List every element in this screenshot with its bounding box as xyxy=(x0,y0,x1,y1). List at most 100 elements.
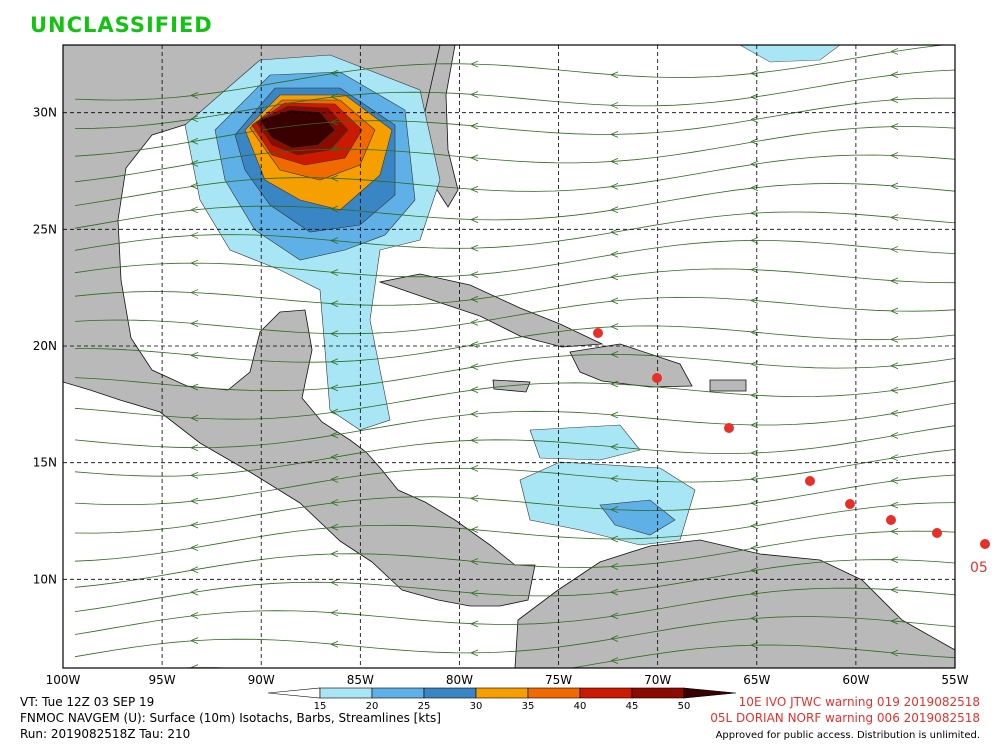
stream-arrow xyxy=(890,277,899,285)
stream-arrow xyxy=(330,358,339,366)
stream-arrow xyxy=(190,259,199,267)
streamline xyxy=(74,449,955,505)
colorbar-label: 40 xyxy=(574,701,587,712)
stream-arrow xyxy=(330,69,339,77)
stream-arrow xyxy=(190,91,199,99)
stream-arrow xyxy=(890,48,899,55)
stream-arrow xyxy=(610,273,619,281)
colorbar-segment xyxy=(423,687,477,699)
stream-arrow xyxy=(750,421,759,429)
stream-arrow xyxy=(610,157,619,165)
stream-arrow xyxy=(190,588,199,596)
colorbar-label: 30 xyxy=(470,701,483,712)
streamlines xyxy=(74,45,955,679)
stream-arrow xyxy=(890,477,899,485)
stream-arrow xyxy=(890,454,899,462)
stream-arrow xyxy=(330,499,339,506)
stream-arrow xyxy=(610,102,619,109)
puerto-rico xyxy=(709,379,747,392)
stream-arrow xyxy=(470,589,479,597)
lat-label: 30N xyxy=(33,106,57,120)
lon-label: 95W xyxy=(149,673,176,687)
map-frame xyxy=(62,44,956,669)
stream-arrow xyxy=(330,145,339,153)
stream-arrow xyxy=(610,506,619,513)
stream-arrow xyxy=(190,414,199,422)
stream-arrow xyxy=(890,123,899,130)
streamline xyxy=(74,616,955,658)
stream-arrow xyxy=(470,244,479,252)
stream-arrow xyxy=(190,612,199,619)
stream-arrow xyxy=(890,617,899,625)
stream-arrow xyxy=(890,246,899,253)
stream-arrow xyxy=(610,443,619,451)
colorbar-low xyxy=(267,687,321,699)
storm-marker xyxy=(980,539,990,549)
streamline xyxy=(74,69,955,129)
stream-arrow xyxy=(190,566,199,574)
stream-arrow xyxy=(470,495,479,502)
streamline xyxy=(74,154,955,206)
colorbar-label: 50 xyxy=(678,701,691,712)
streamline xyxy=(74,353,955,392)
lat-label: 20N xyxy=(33,339,57,353)
stream-arrow xyxy=(470,526,479,534)
streamline xyxy=(74,559,955,612)
stream-arrow xyxy=(470,216,479,223)
stream-arrow xyxy=(330,453,339,461)
stream-arrow xyxy=(890,386,899,394)
isotachs-gulf xyxy=(184,54,441,431)
stream-arrow xyxy=(890,335,899,343)
streamline xyxy=(74,474,955,534)
storm-label: 05 xyxy=(970,560,988,576)
axis-labels: 30N 25N 20N 15N 10N 100W 95W 90W 85W 80W 75W 70W 65W… xyxy=(33,106,969,687)
stream-arrow xyxy=(190,115,199,123)
stream-arrow xyxy=(750,449,759,457)
stream-arrow xyxy=(330,384,339,392)
stream-arrow xyxy=(470,271,479,279)
stream-arrow xyxy=(190,137,199,145)
stream-arrow xyxy=(330,118,339,126)
stream-arrow xyxy=(610,130,619,138)
stream-arrow xyxy=(190,182,199,190)
stream-arrow xyxy=(330,476,339,483)
streamline xyxy=(74,268,955,306)
lat-label: 10N xyxy=(33,572,57,586)
colorbar: 15 20 25 30 35 40 45 50 xyxy=(267,687,737,712)
stream-arrow xyxy=(330,640,339,648)
disclaimer: Approved for public access. Distribution… xyxy=(716,730,980,741)
stream-arrow xyxy=(470,620,479,628)
stream-arrow xyxy=(190,497,199,505)
stream-arrow xyxy=(330,579,339,586)
stream-arrow xyxy=(470,295,479,303)
cuba xyxy=(378,273,604,348)
stream-arrow xyxy=(890,71,899,79)
stream-arrow xyxy=(890,432,899,439)
stream-arrow xyxy=(331,673,338,679)
stream-arrow xyxy=(610,380,619,388)
stream-arrow xyxy=(890,214,899,221)
stream-arrow xyxy=(890,501,899,509)
warning-2: 05L DORIAN NORF warning 006 2019082518 xyxy=(710,711,980,725)
stream-arrow xyxy=(890,152,899,159)
stream-arrow xyxy=(470,410,479,418)
stream-arrow xyxy=(470,386,479,394)
stream-arrow xyxy=(190,232,199,239)
map-area xyxy=(63,45,955,679)
stream-arrow xyxy=(330,174,339,182)
colorbar-segment xyxy=(371,687,425,699)
colorbar-label: 35 xyxy=(522,701,535,712)
stream-arrow xyxy=(330,205,339,213)
colorbar-label: 45 xyxy=(626,701,639,712)
stream-arrow xyxy=(190,664,199,668)
lon-label: 60W xyxy=(842,673,869,687)
lon-label: 55W xyxy=(941,673,968,687)
stream-arrow xyxy=(610,475,619,483)
streamline xyxy=(74,126,955,183)
streamline xyxy=(74,425,955,477)
stream-arrow xyxy=(470,185,479,193)
stream-arrow xyxy=(890,586,899,594)
stream-arrow xyxy=(190,289,199,296)
stream-arrow xyxy=(610,297,619,305)
